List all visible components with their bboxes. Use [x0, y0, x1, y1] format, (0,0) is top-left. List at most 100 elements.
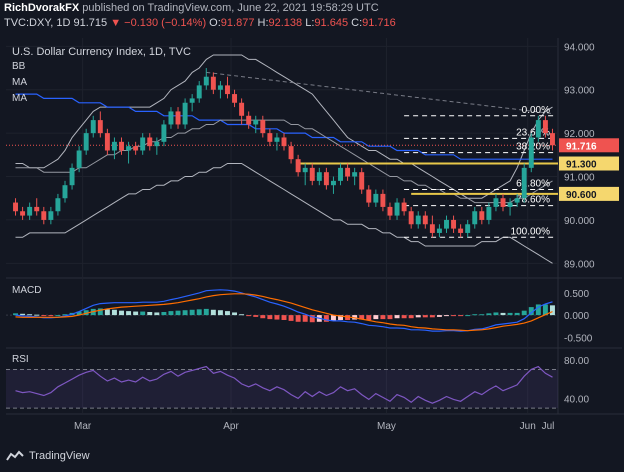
fibonacci-level-label: 78.60% — [516, 195, 550, 206]
tradingview-brand: TradingView — [29, 450, 90, 462]
macd-histogram-bar — [260, 315, 266, 319]
macd-histogram-bar — [210, 309, 216, 316]
y-tick-label: 90.000 — [564, 216, 595, 227]
macd-histogram-bar — [465, 315, 471, 317]
macd-histogram-bar — [429, 315, 435, 318]
x-tick-label: Apr — [223, 421, 239, 432]
x-tick-label: May — [377, 421, 396, 432]
y-tick-label: 94.000 — [564, 42, 595, 53]
rsi-title[interactable]: RSI — [12, 354, 29, 365]
macd-title[interactable]: MACD — [12, 285, 42, 296]
macd-histogram-bar — [295, 315, 301, 322]
candle-body — [55, 198, 61, 212]
macd-histogram-bar — [111, 309, 117, 316]
macd-histogram-bar — [217, 310, 223, 316]
macd-histogram-bar — [366, 315, 372, 320]
macd-histogram-bar — [267, 315, 273, 320]
macd-histogram-bar — [203, 308, 209, 316]
open-value: 91.877 — [220, 17, 255, 29]
macd-histogram-bar — [330, 315, 336, 321]
candle-body — [338, 167, 343, 181]
candle-body — [493, 198, 499, 207]
tradingview-logo-icon — [6, 450, 24, 462]
y-tick-label: 93.000 — [564, 86, 595, 97]
macd-histogram-bar — [119, 310, 124, 316]
candle-body — [500, 198, 506, 207]
candle-body — [451, 219, 457, 229]
candle-body — [316, 172, 322, 181]
candle-body — [119, 141, 124, 151]
candle-body — [41, 211, 47, 220]
macd-histogram-bar — [62, 314, 68, 316]
symbol-label: TVC:DXY, 1D — [4, 17, 71, 29]
last-price: 91.715 — [73, 17, 108, 29]
candle-body — [83, 133, 89, 151]
candle-body — [62, 185, 68, 199]
candle-body — [528, 137, 534, 168]
macd-histogram-bar — [514, 312, 520, 316]
high-value: 92.138 — [268, 17, 303, 29]
tradingview-logo[interactable]: TradingView — [6, 450, 90, 462]
indicator-label-ma-2[interactable]: MA — [12, 93, 27, 104]
macd-histogram-bar — [97, 308, 103, 316]
candle-body — [444, 219, 449, 229]
candle-body — [302, 167, 308, 173]
candle-body — [154, 141, 160, 147]
macd-histogram-bar — [451, 315, 457, 317]
indicator-label-bb[interactable]: BB — [12, 61, 26, 72]
last-price-badge — [559, 138, 619, 153]
macd-histogram-bar — [196, 309, 202, 316]
candle-body — [126, 146, 132, 151]
macd-histogram-bar — [168, 311, 174, 316]
candle-body — [76, 150, 82, 168]
macd-histogram-bar — [27, 314, 33, 316]
macd-y-tick-label: 0.000 — [564, 311, 589, 322]
candle-body — [175, 111, 181, 125]
candle-body — [13, 202, 19, 212]
candle-body — [436, 228, 442, 233]
last-price-label: 91.716 — [566, 141, 597, 152]
macd-y-tick-label: 0.500 — [564, 289, 589, 300]
macd-histogram-bar — [225, 311, 230, 316]
macd-histogram-bar — [521, 310, 527, 316]
candle-body — [232, 94, 238, 103]
high-label: H: — [257, 17, 269, 29]
candle-body — [225, 85, 230, 95]
macd-histogram-bar — [486, 313, 492, 316]
candle-body — [20, 211, 26, 216]
macd-signal-line — [15, 293, 553, 332]
candle-body — [394, 202, 400, 216]
candle-body — [267, 133, 273, 142]
macd-histogram-bar — [479, 314, 485, 316]
macd-histogram-bar — [535, 304, 541, 316]
macd-histogram-bar — [48, 315, 54, 317]
ohlc-line: TVC:DXY, 1D 91.715 ▼ −0.130 (−0.14%) O:9… — [4, 17, 396, 29]
macd-histogram-bar — [302, 315, 308, 322]
macd-histogram-bar — [323, 315, 329, 322]
macd-histogram-bar — [458, 315, 464, 317]
macd-histogram-bar — [133, 311, 139, 316]
candle-body — [345, 167, 351, 177]
macd-histogram-bar — [542, 304, 548, 316]
candle-body — [210, 76, 216, 90]
open-label: O: — [209, 17, 221, 29]
candle-body — [27, 206, 33, 216]
moving-average-slow — [15, 93, 553, 160]
x-tick-label: Jun — [520, 421, 536, 432]
macd-histogram-bar — [189, 309, 195, 316]
macd-histogram-bar — [422, 315, 428, 318]
candle-body — [458, 228, 464, 233]
close-label: C: — [351, 17, 363, 29]
y-tick-label: 92.000 — [564, 129, 595, 140]
candle-body — [253, 120, 259, 125]
macd-histogram-bar — [394, 315, 400, 319]
indicator-label-ma-1[interactable]: MA — [12, 77, 27, 88]
candle-body — [352, 172, 358, 177]
macd-histogram-bar — [500, 312, 506, 316]
candle-body — [104, 133, 110, 151]
candle-body — [429, 224, 435, 233]
macd-histogram-bar — [436, 315, 442, 317]
candle-body — [97, 120, 103, 134]
author-name[interactable]: RichDvorakFX — [4, 2, 80, 14]
